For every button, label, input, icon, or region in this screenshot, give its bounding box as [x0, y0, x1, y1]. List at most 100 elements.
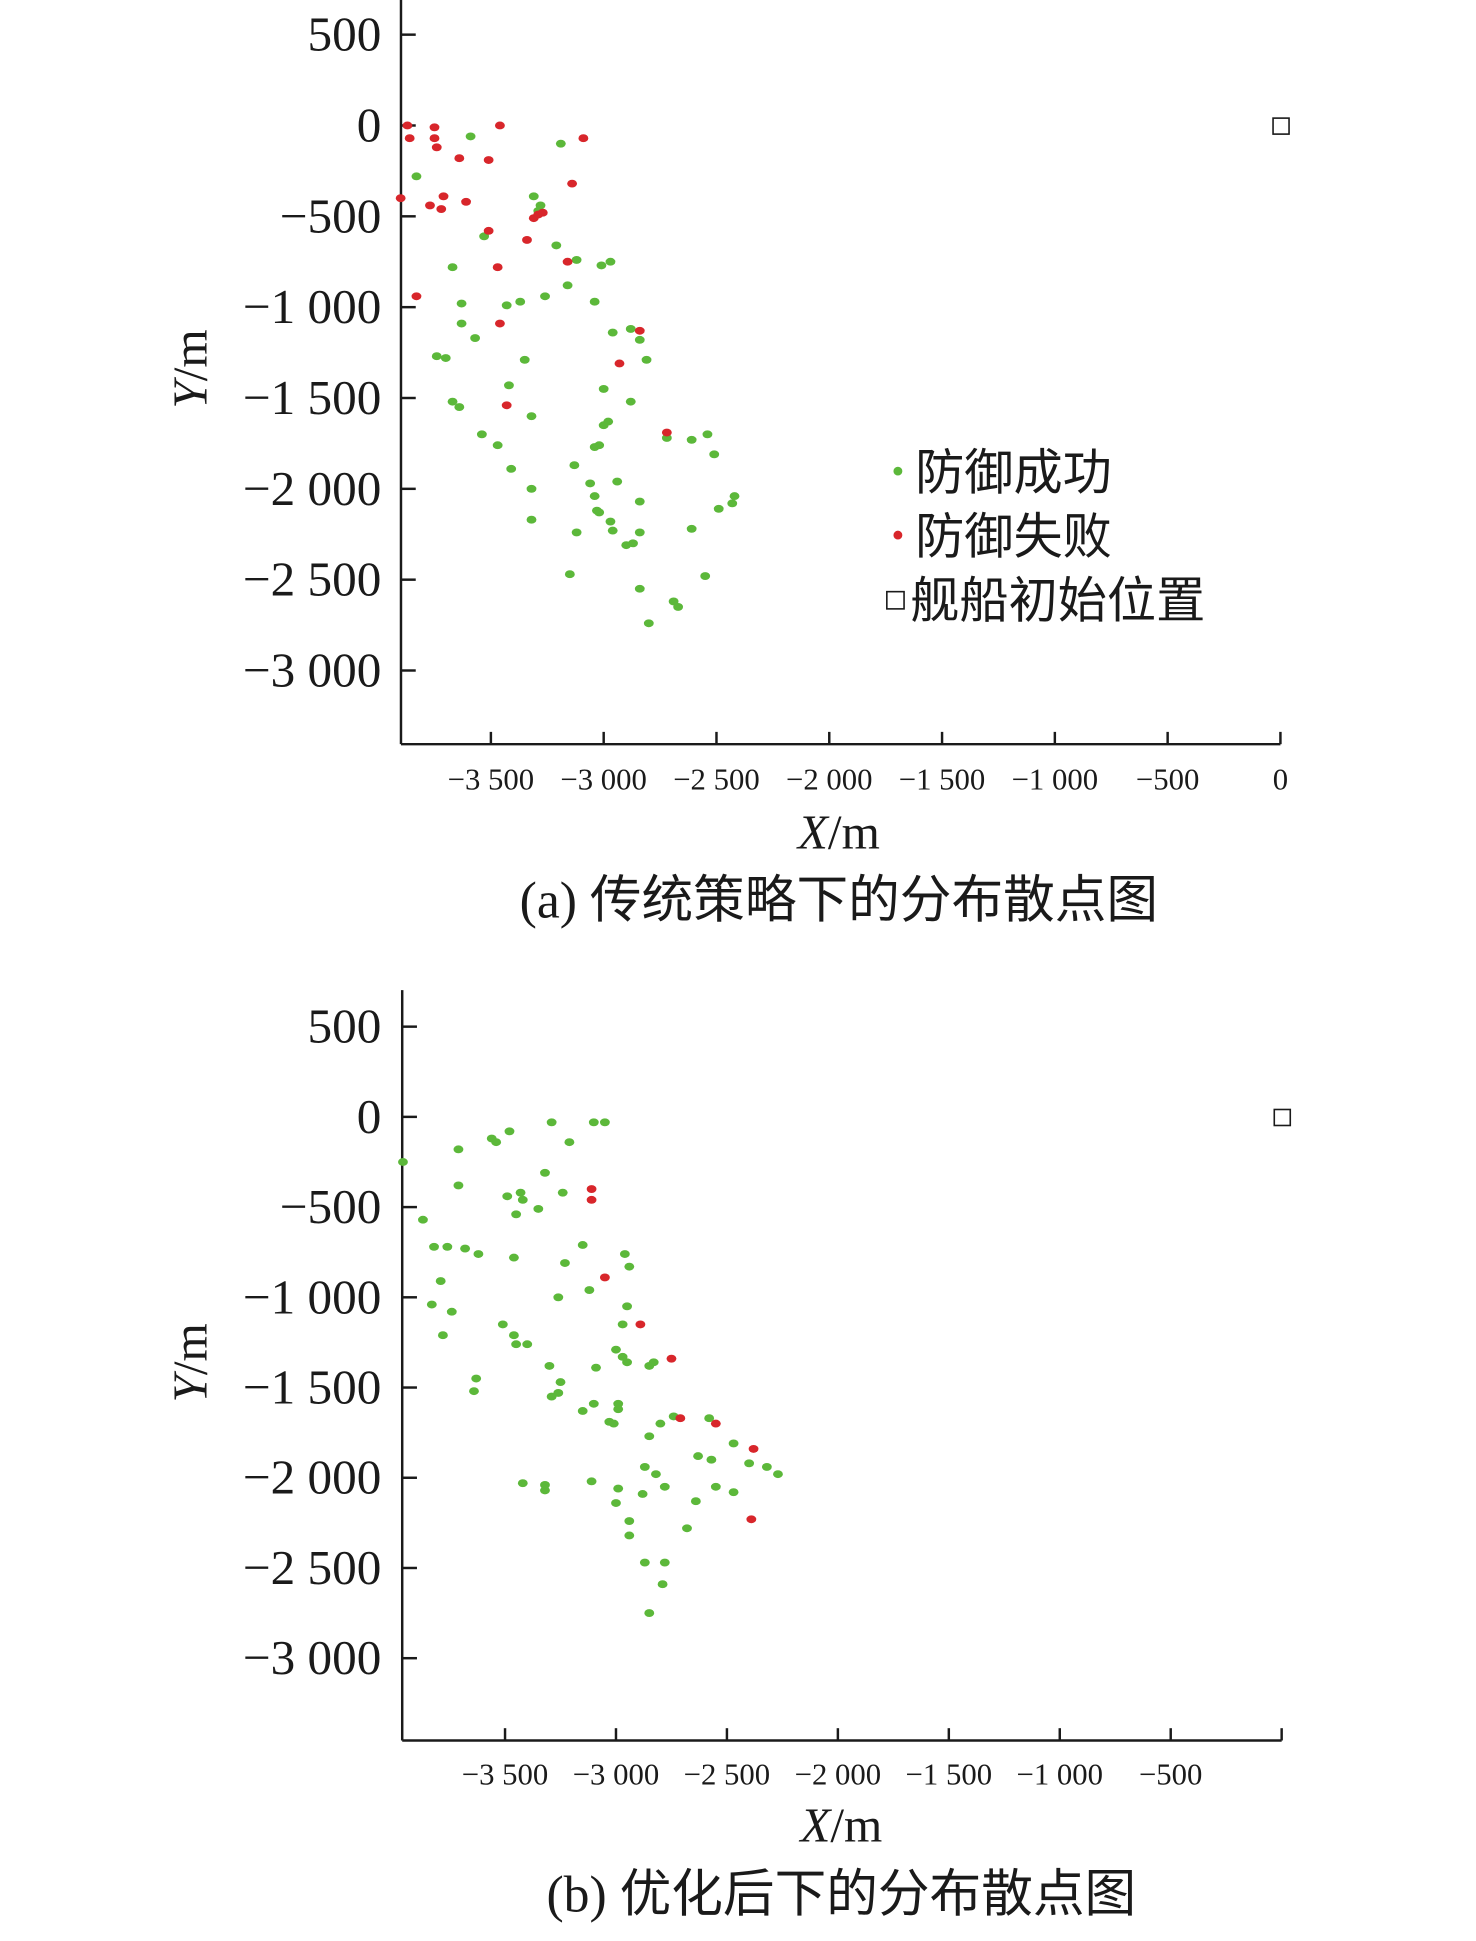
point-success — [598, 384, 609, 393]
point-failure — [599, 1273, 610, 1282]
point-success — [624, 1531, 635, 1540]
point-success — [492, 441, 503, 450]
point-success — [544, 1361, 555, 1370]
point-success — [540, 1481, 550, 1489]
x-axis-label-unit: /m — [828, 805, 880, 860]
point-success — [613, 1484, 624, 1493]
point-success — [546, 1118, 557, 1127]
x-tick-label: −500 — [1139, 1758, 1202, 1792]
point-failure — [494, 319, 505, 328]
point-success — [519, 355, 530, 364]
x-tick-label: −2 000 — [795, 1758, 882, 1792]
point-success — [673, 602, 684, 611]
point-success — [511, 1210, 522, 1219]
point-success — [586, 1477, 597, 1486]
legend-marker-failure — [893, 530, 903, 540]
y-tick-label: −500 — [280, 188, 382, 243]
x-tick-label: −2 500 — [673, 763, 760, 797]
point-failure — [429, 134, 440, 143]
point-success — [426, 1300, 437, 1309]
y-axis-label-unit: /m — [163, 329, 218, 381]
legend-label-ship-start: 舰船初始位置 — [910, 573, 1205, 628]
point-failure — [748, 1444, 759, 1453]
y-tick-label: −1 500 — [243, 1360, 381, 1415]
ship-start-marker — [1273, 1108, 1292, 1127]
y-tick-label: −2 000 — [243, 1450, 381, 1505]
point-success — [540, 292, 550, 301]
x-tick-label: −500 — [1136, 763, 1199, 797]
point-success — [473, 1250, 484, 1258]
point-success — [546, 1392, 557, 1401]
point-success — [564, 570, 575, 579]
point-success — [634, 335, 645, 344]
point-success — [440, 354, 451, 362]
point-success — [411, 172, 422, 181]
scatter-plot-b: −3 500 −3 000 −2 500 −2 000 −1 500 −1 000 −500… — [163, 990, 1292, 1923]
x-tick-label: −3 000 — [560, 763, 647, 797]
point-success — [442, 1242, 453, 1251]
point-success — [637, 1490, 648, 1498]
chart-caption: (a) 传统策略下的分布散点图 — [520, 873, 1158, 930]
point-failure — [710, 1419, 721, 1428]
point-success — [584, 1286, 595, 1295]
point-success — [622, 1358, 632, 1367]
point-success — [594, 441, 605, 450]
point-success — [469, 1387, 479, 1396]
point-success — [577, 1241, 588, 1249]
point-success — [628, 539, 638, 548]
point-success — [508, 1331, 519, 1340]
point-success — [571, 528, 582, 537]
point-success — [682, 1524, 692, 1533]
x-tick-label: −3 500 — [448, 763, 535, 797]
point-success — [644, 1432, 655, 1441]
point-failure — [586, 1195, 597, 1204]
point-success — [619, 1250, 630, 1258]
point-success — [506, 464, 517, 473]
point-success — [605, 517, 616, 526]
point-success — [613, 1405, 624, 1414]
point-success — [624, 1517, 635, 1525]
point-success — [625, 397, 636, 406]
point-success — [655, 1419, 666, 1428]
point-success — [571, 255, 582, 264]
x-tick-label: −1 000 — [1012, 763, 1099, 797]
point-success — [693, 1452, 704, 1461]
point-failure — [395, 194, 406, 203]
point-success — [773, 1470, 783, 1479]
y-axis-label: Y/m — [163, 329, 218, 408]
point-success — [456, 319, 467, 328]
point-success — [447, 263, 458, 272]
point-success — [418, 1215, 428, 1224]
x-tick-label: −1 000 — [1017, 1758, 1104, 1792]
point-success — [617, 1320, 628, 1329]
point-success — [591, 1363, 601, 1372]
point-success — [454, 403, 465, 412]
point-success — [540, 1168, 550, 1177]
point-success — [555, 139, 566, 148]
y-axis-label-var: Y — [163, 1371, 218, 1403]
x-tick-label: −2 500 — [684, 1758, 771, 1792]
point-success — [497, 1320, 508, 1329]
point-success — [588, 1118, 599, 1127]
point-success — [557, 1188, 568, 1197]
point-success — [504, 381, 514, 390]
x-axis-label: X/m — [798, 1797, 882, 1852]
y-axis-label-unit: /m — [163, 1323, 218, 1375]
x-axis-label-var: X — [796, 805, 830, 860]
point-success — [540, 1486, 550, 1495]
point-success — [704, 1414, 715, 1423]
point-success — [611, 1499, 621, 1507]
legend-label-failure: 防御失败 — [915, 510, 1112, 565]
point-success — [398, 1158, 408, 1166]
point-success — [588, 1399, 599, 1408]
point-success — [729, 492, 740, 501]
point-success — [659, 1558, 670, 1567]
y-axis-label: Y/m — [163, 1323, 218, 1402]
point-failure — [522, 236, 532, 244]
point-failure — [746, 1515, 757, 1524]
point-success — [641, 355, 652, 364]
point-success — [585, 479, 596, 488]
point-success — [651, 1470, 661, 1479]
point-failure — [454, 154, 465, 163]
point-success — [515, 297, 526, 306]
